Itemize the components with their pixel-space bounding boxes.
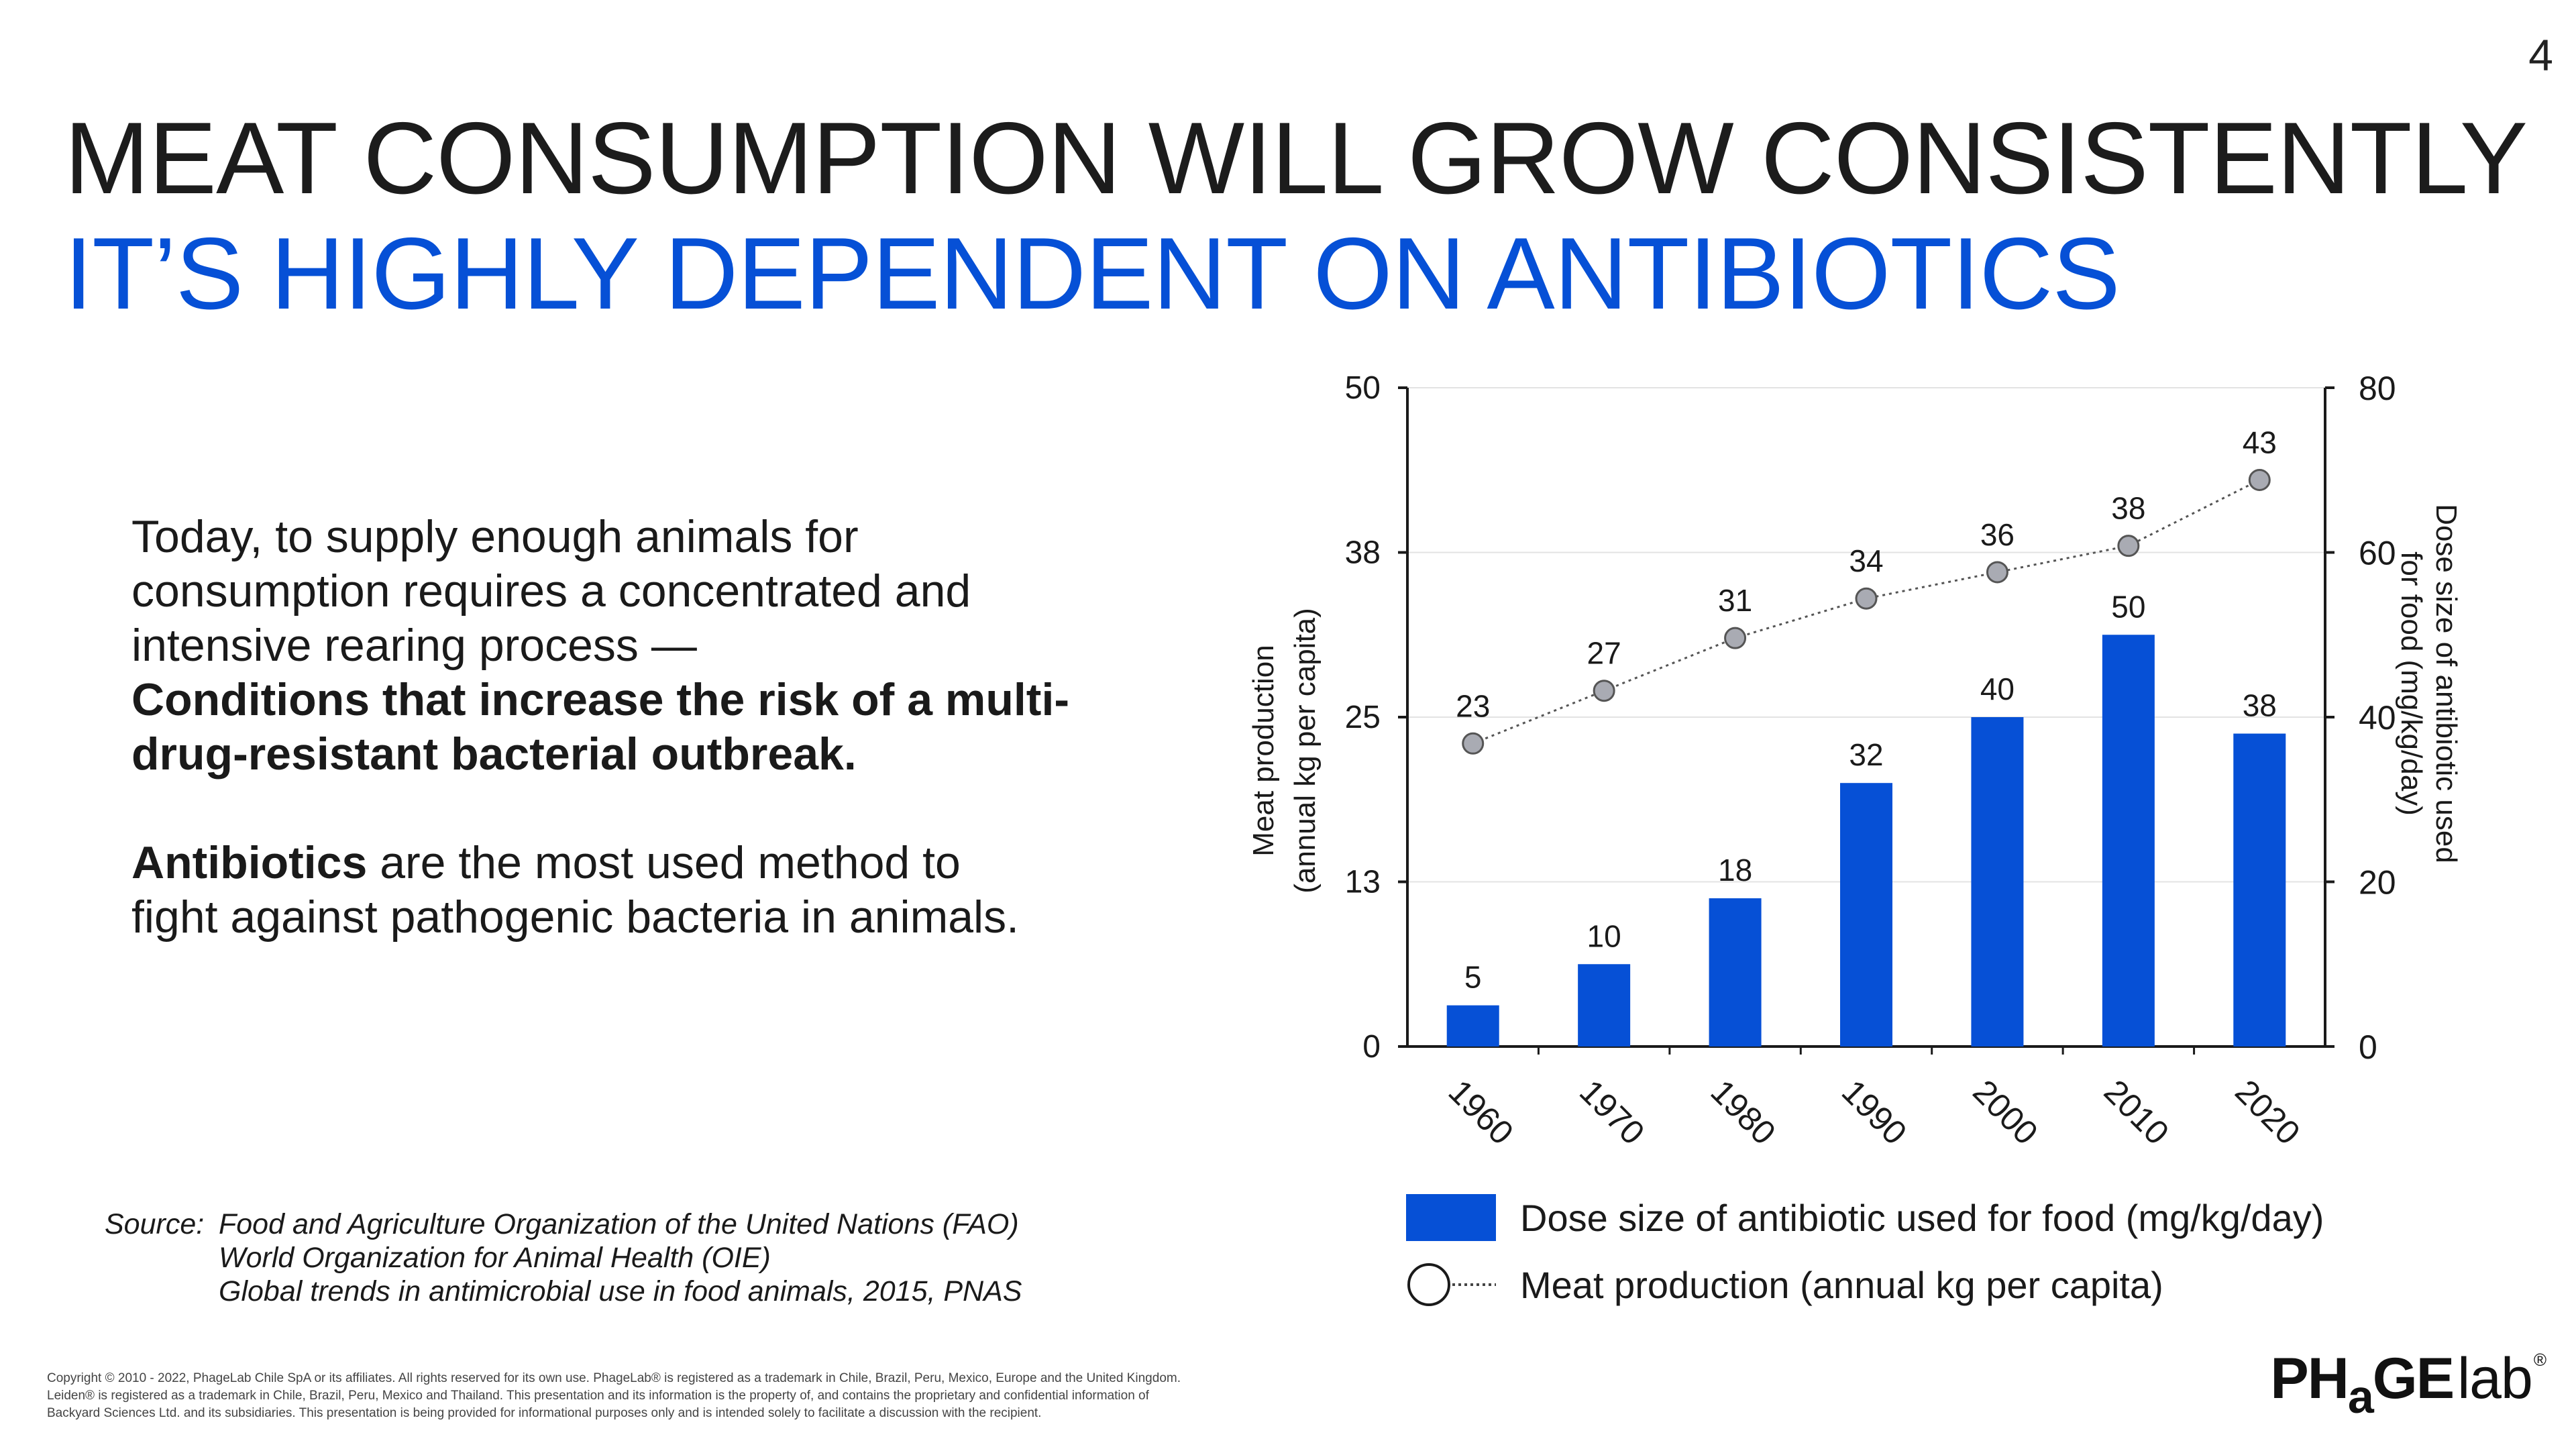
- line-data-label: 43: [2243, 425, 2277, 460]
- source-line: Global trends in antimicrobial use in fo…: [219, 1275, 1022, 1307]
- left-tick-label: 25: [1345, 700, 1381, 735]
- bold-text: Antibiotics: [131, 837, 368, 888]
- legend-item-bar: Dose size of antibiotic used for food (m…: [1406, 1194, 2324, 1241]
- bar: [1971, 717, 2024, 1046]
- body-text: Today, to supply enough animals for cons…: [131, 510, 1205, 945]
- right-tick-label: 80: [2359, 370, 2396, 407]
- left-tick-label: 50: [1345, 370, 1381, 406]
- legend-bar-label: Dose size of antibiotic used for food (m…: [1520, 1196, 2324, 1239]
- line-point: [1855, 587, 1878, 610]
- bar-data-label: 50: [2111, 589, 2145, 624]
- line-data-label: 36: [1980, 517, 2015, 552]
- copyright-line: Copyright © 2010 - 2022, PhageLab Chile …: [47, 1371, 1181, 1385]
- body-line: Today, to supply enough animals for: [131, 511, 859, 562]
- line-point: [2117, 535, 2140, 557]
- line-data-label: 27: [1587, 636, 1621, 671]
- source-label: Source:: [105, 1208, 205, 1240]
- x-tick-label: 2010: [2097, 1073, 2176, 1152]
- line-point: [1724, 627, 1747, 649]
- phagelab-logo: PH a GE lab ®: [2270, 1346, 2546, 1423]
- legend-line-swatch: [1407, 1263, 1496, 1306]
- bar: [1446, 1005, 1499, 1046]
- line-point: [2248, 468, 2271, 491]
- legend-bar-swatch: [1406, 1194, 1496, 1241]
- left-tick-label: 0: [1362, 1029, 1381, 1065]
- legend-line-label: Meat production (annual kg per capita): [1520, 1263, 2163, 1306]
- bold-text: drug-resistant bacterial outbreak.: [131, 729, 857, 780]
- bar-data-label: 10: [1587, 918, 1621, 953]
- bar: [1840, 783, 1892, 1046]
- source-line: World Organization for Animal Health (OI…: [219, 1242, 771, 1274]
- source-citation: Source: Food and Agriculture Organizatio…: [105, 1208, 1022, 1308]
- left-axis-label: Meat production: [1247, 645, 1280, 857]
- logo-text: a: [2347, 1371, 2374, 1423]
- right-tick-label: 20: [2359, 864, 2396, 902]
- x-tick-label: 2020: [2228, 1073, 2307, 1152]
- title-line-2: IT’S HIGHLY DEPENDENT ON ANTIBIOTICS: [64, 217, 2121, 331]
- body-text-span: are the most used method to: [367, 837, 961, 888]
- line-point: [1593, 680, 1615, 702]
- line-data-label: 34: [1849, 543, 1883, 578]
- bar-data-label: 5: [1464, 960, 1482, 995]
- source-line: Food and Agriculture Organization of the…: [219, 1208, 1019, 1240]
- left-tick-label: 38: [1345, 535, 1381, 571]
- right-tick-label: 0: [2359, 1028, 2377, 1066]
- left-axis-label: (annual kg per capita): [1289, 608, 1322, 894]
- x-tick-label: 1970: [1572, 1073, 1652, 1152]
- line-data-label: 23: [1456, 688, 1490, 723]
- right-axis-label: Dose size of antibiotic used: [2430, 504, 2463, 863]
- bar-data-label: 18: [1718, 853, 1752, 888]
- legend-item-line: Meat production (annual kg per capita): [1406, 1263, 2324, 1307]
- right-tick-label: 40: [2359, 699, 2396, 737]
- body-line-bold: Conditions that increase the risk of a m…: [131, 673, 1205, 727]
- body-line-bold: drug-resistant bacterial outbreak.: [131, 727, 1205, 782]
- x-tick-label: 1960: [1442, 1073, 1521, 1152]
- body-line: consumption requires a concentrated and: [131, 566, 971, 616]
- bar: [1578, 964, 1631, 1046]
- bar-data-label: 32: [1849, 737, 1883, 772]
- title-line-1: MEAT CONSUMPTION WILL GROW CONSISTENTLY: [64, 101, 2528, 215]
- body-line: intensive rearing process —: [131, 620, 697, 671]
- copyright-line: Leiden® is registered as a trademark in …: [47, 1389, 1149, 1403]
- line-point: [1986, 561, 2008, 584]
- x-tick-label: 2000: [1966, 1073, 2045, 1152]
- x-tick-label: 1990: [1835, 1073, 1914, 1152]
- bar-data-label: 40: [1980, 672, 2015, 706]
- line-point: [1462, 732, 1485, 755]
- body-line: fight against pathogenic bacteria in ani…: [131, 892, 1020, 943]
- logo-text: lab: [2457, 1346, 2533, 1411]
- logo-registered-mark: ®: [2533, 1350, 2546, 1370]
- left-tick-label: 13: [1345, 865, 1381, 900]
- source-row: Source: Food and Agriculture Organizatio…: [105, 1208, 1022, 1308]
- slide-title: MEAT CONSUMPTION WILL GROW CONSISTENTLY …: [64, 101, 2528, 331]
- bar: [1709, 898, 1762, 1046]
- chart-legend: Dose size of antibiotic used for food (m…: [1406, 1194, 2324, 1330]
- x-tick-label: 1980: [1703, 1073, 1782, 1152]
- bar: [2102, 635, 2155, 1046]
- right-axis-label: for food (mg/kg/day): [2395, 551, 2428, 816]
- line-data-label: 38: [2111, 491, 2145, 526]
- right-tick-label: 60: [2359, 535, 2396, 572]
- copyright-line: Backyard Sciences Ltd. and its subsidiar…: [47, 1406, 1042, 1420]
- bar: [2233, 733, 2286, 1046]
- logo-text: GE: [2372, 1346, 2455, 1411]
- line-data-label: 31: [1718, 583, 1752, 618]
- body-line: Antibiotics are the most used method to: [131, 836, 1205, 890]
- bar-data-label: 38: [2243, 688, 2277, 723]
- copyright-notice: Copyright © 2010 - 2022, PhageLab Chile …: [47, 1370, 1402, 1422]
- bold-text: Conditions that increase the risk of a m…: [131, 674, 1069, 725]
- source-lines: Food and Agriculture Organization of the…: [219, 1208, 1022, 1308]
- page-number: 4: [2528, 30, 2553, 80]
- logo-text: PH: [2270, 1346, 2349, 1411]
